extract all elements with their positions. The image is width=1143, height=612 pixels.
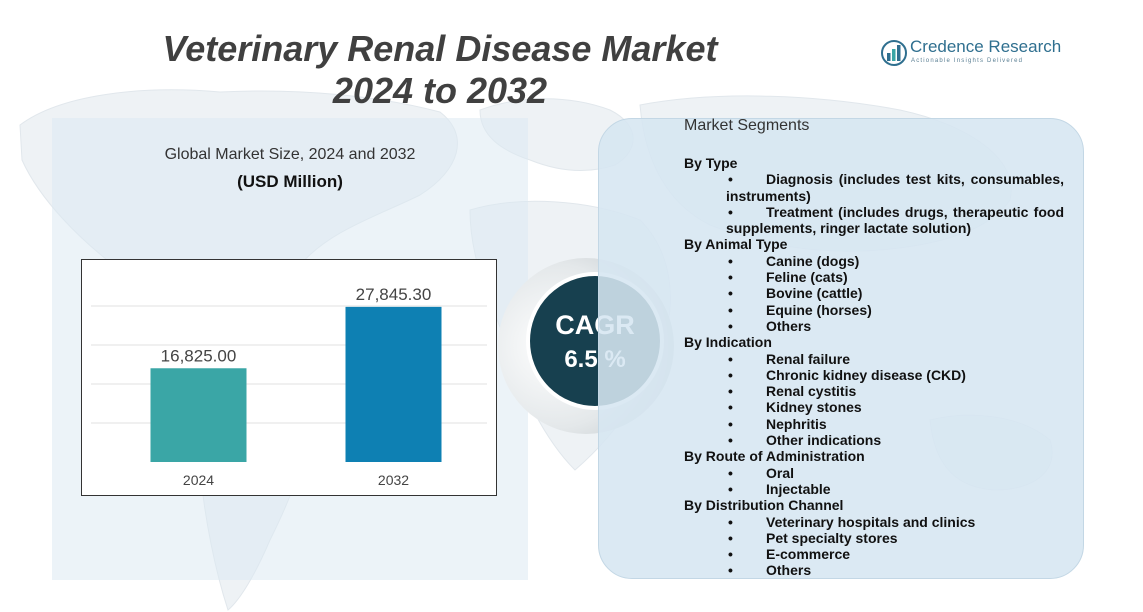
segment-item: Oral — [684, 465, 1064, 482]
title-line-1: Veterinary Renal Disease Market — [162, 28, 718, 69]
segment-item: Canine (dogs) — [684, 253, 1064, 270]
title-line-2: 2024 to 2032 — [332, 70, 548, 111]
page-title: Veterinary Renal Disease Market 2024 to … — [130, 28, 750, 112]
segment-item: Nephritis — [684, 416, 1064, 433]
segment-item: Injectable — [684, 481, 1064, 498]
segment-item: Renal cystitis — [684, 383, 1064, 400]
segment-item: Renal failure — [684, 351, 1064, 368]
x-tick-2032: 2032 — [378, 472, 409, 488]
segment-heading: By Animal Type — [684, 236, 788, 253]
segment-item: Bovine (cattle) — [684, 285, 1064, 302]
x-tick-labels: 2024 2032 — [183, 472, 409, 488]
segments-title: Market Segments — [684, 117, 810, 134]
segment-item: Others — [684, 318, 1064, 335]
segment-heading: By Route of Administration — [684, 448, 865, 465]
segment-heading: By Type — [684, 155, 738, 171]
segment-item: Feline (cats) — [684, 269, 1064, 286]
segments-list: By TypeDiagnosis (includes test kits, co… — [684, 155, 1064, 579]
data-label-2032: 27,845.30 — [356, 285, 432, 304]
segment-item: Veterinary hospitals and clinics — [684, 514, 1064, 531]
data-labels: 16,825.00 27,845.30 — [161, 285, 432, 365]
bars — [150, 306, 442, 462]
segment-item: Treatment (includes drugs, therapeutic f… — [684, 204, 1064, 237]
segment-item: Equine (horses) — [684, 302, 1064, 319]
segment-item: Pet specialty stores — [684, 530, 1064, 547]
segment-item: Kidney stones — [684, 399, 1064, 416]
bar-2024 — [150, 368, 247, 462]
chart-unit-label: (USD Million) — [237, 172, 343, 191]
segment-heading: By Indication — [684, 334, 772, 351]
segment-item: Other indications — [684, 432, 1064, 449]
segment-item: Diagnosis (includes test kits, consumabl… — [684, 171, 1064, 204]
segment-heading: By Distribution Channel — [684, 497, 844, 514]
credence-research-logo: Credence Research Actionable Insights De… — [880, 36, 1070, 72]
segment-item: E-commerce — [684, 546, 1064, 563]
segment-item: Others — [684, 562, 1064, 579]
bar-2032 — [345, 306, 442, 462]
bar-chart-logo-icon — [881, 40, 907, 66]
logo-name: Credence Research — [910, 37, 1062, 56]
logo-tagline: Actionable Insights Delivered — [911, 58, 1024, 64]
market-size-bar-chart: 16,825.00 27,845.30 2024 2032 — [81, 259, 497, 496]
data-label-2024: 16,825.00 — [161, 346, 237, 365]
chart-title: Global Market Size, 2024 and 2032 — [164, 146, 416, 163]
segment-item: Chronic kidney disease (CKD) — [684, 367, 1064, 384]
x-tick-2024: 2024 — [183, 472, 214, 488]
